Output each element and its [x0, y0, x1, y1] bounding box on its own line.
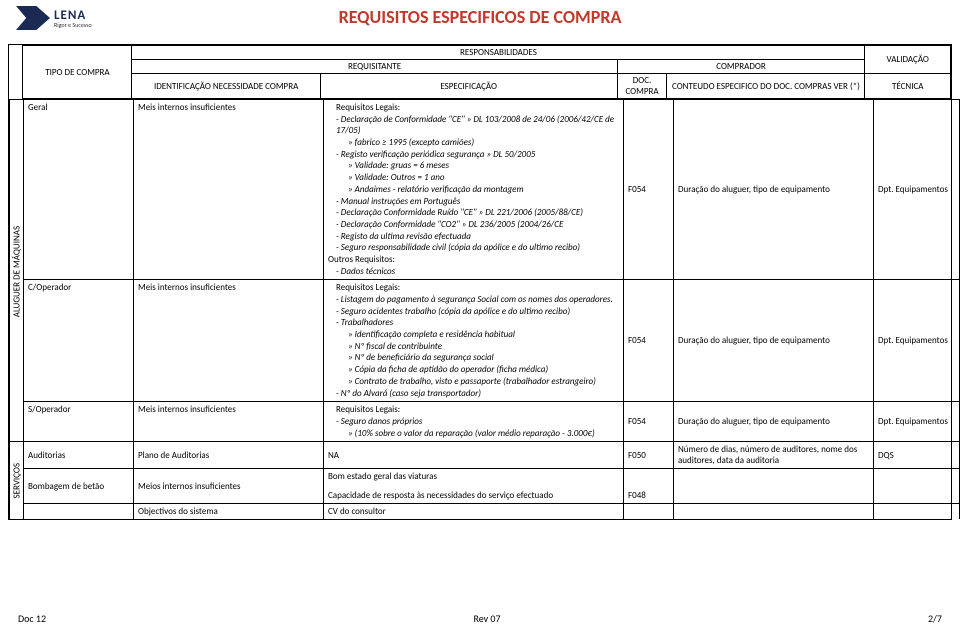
hdr-doc: DOC. COMPRA: [617, 74, 667, 99]
cell-ident: Meis internos insuficientes: [134, 402, 324, 442]
cell-ident: Meios internos insuficientes: [134, 469, 324, 504]
hdr-responsabilidades: RESPONSABILIDADES: [132, 46, 865, 60]
cell-tipo: Auditorias: [24, 442, 134, 469]
cell-spec: Bom estado geral das viaturas Capacidade…: [324, 469, 624, 504]
hdr-especificacao: ESPECIFICAÇÃO: [320, 74, 617, 99]
cell-cont: Duração do aluguer, tipo de equipamento: [674, 402, 874, 442]
cell-spec: CV do consultor: [324, 504, 624, 520]
cell-spec: Requisitos Legais: - Seguro danos própri…: [324, 402, 624, 442]
table-row: Bombagem de betão Meios internos insufic…: [10, 469, 960, 504]
cell-doc: F054: [624, 100, 674, 280]
cell-doc: [624, 504, 674, 520]
cell-ident: Meis internos insuficientes: [134, 280, 324, 402]
table-row: SERVIÇOS Auditorias Plano de Auditorias …: [10, 442, 960, 469]
hdr-identificacao: IDENTIFICAÇÃO NECESSIDADE COMPRA: [132, 74, 320, 99]
cell-cont: Duração do aluguer, tipo de equipamento: [674, 100, 874, 280]
hdr-tipo: TIPO DE COMPRA: [23, 46, 132, 99]
hdr-requisitante: REQUISITANTE: [132, 60, 617, 74]
footer: Doc 12 Rev 07 2/7: [18, 612, 942, 625]
cell-tipo: C/Operador: [24, 280, 134, 402]
cell-doc: F054: [624, 280, 674, 402]
footer-right: 2/7: [928, 612, 942, 625]
page-title: REQUISITOS ESPECIFICOS DE COMPRA: [0, 6, 960, 28]
cell-val: Dpt. Equipamentos: [874, 402, 960, 442]
cell-cont: Duração do aluguer, tipo de equipamento: [674, 280, 874, 402]
table-header: TIPO DE COMPRA RESPONSABILIDADES VALIDAÇ…: [9, 45, 951, 99]
table-row: C/Operador Meis internos insuficientes R…: [10, 280, 960, 402]
table-row: S/Operador Meis internos insuficientes R…: [10, 402, 960, 442]
cell-cont: [674, 504, 874, 520]
cell-tipo: [24, 504, 134, 520]
hdr-comprador: COMPRADOR: [617, 60, 865, 74]
footer-center: Rev 07: [473, 612, 500, 625]
cell-cont: [674, 469, 874, 504]
cell-ident: Objectivos do sistema: [134, 504, 324, 520]
hdr-validacao: VALIDAÇÃO: [865, 46, 951, 74]
table-row: ALUGUER DE MÁQUINAS Geral Meis internos …: [10, 100, 960, 280]
cell-doc: F054: [624, 402, 674, 442]
table-row: Objectivos do sistema CV do consultor: [10, 504, 960, 520]
cell-tipo: S/Operador: [24, 402, 134, 442]
cell-val: DQS: [874, 442, 960, 469]
sheet: TIPO DE COMPRA RESPONSABILIDADES VALIDAÇ…: [8, 44, 952, 520]
cell-ident: Meis internos insuficientes: [134, 100, 324, 280]
cell-val: Dpt. Equipamentos: [874, 280, 960, 402]
spec-header: Requisitos Legais:: [328, 102, 619, 114]
cell-val: [874, 469, 960, 504]
footer-left: Doc 12: [18, 612, 46, 625]
table-body: ALUGUER DE MÁQUINAS Geral Meis internos …: [9, 99, 960, 519]
group-servicos: SERVIÇOS: [10, 442, 24, 520]
spec-footer: Outros Requisitos:: [328, 254, 619, 266]
hdr-tecnica: TÉCNICA: [865, 74, 951, 99]
cell-tipo: Geral: [24, 100, 134, 280]
cell-spec: Requisitos Legais: - Declaração de Confo…: [324, 100, 624, 280]
cell-cont: Número de dias, número de auditores, nom…: [674, 442, 874, 469]
cell-doc: F050: [624, 442, 674, 469]
cell-spec: NA: [324, 442, 624, 469]
cell-ident: Plano de Auditorias: [134, 442, 324, 469]
cell-val: Dpt. Equipamentos: [874, 100, 960, 280]
cell-val: [874, 504, 960, 520]
cell-doc: F048: [624, 469, 674, 504]
cell-spec: Requisitos Legais: - Listagem do pagamen…: [324, 280, 624, 402]
group-aluguer: ALUGUER DE MÁQUINAS: [10, 100, 24, 442]
cell-tipo: Bombagem de betão: [24, 469, 134, 504]
hdr-conteudo: CONTEUDO ESPECIFICO DO DOC. COMPRAS VER …: [667, 74, 865, 99]
